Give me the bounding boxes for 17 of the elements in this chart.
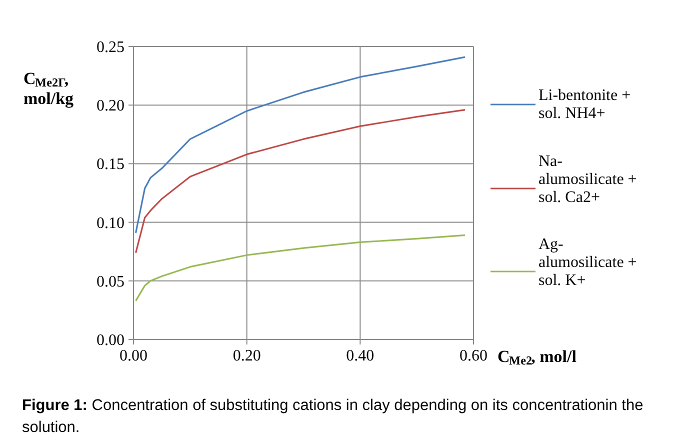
x-tick-label: 0.00 <box>120 348 148 364</box>
line-series <box>134 108 466 254</box>
caption: Figure 1: Concentration of substituting cations in clay depending on its concentrationin the solution. <box>22 396 644 438</box>
legend-label: Ag-alumosilicate + sol. K+ <box>538 236 637 289</box>
legend-label: Na-alumosilicate + sol. Ca2+ <box>538 153 637 206</box>
x-tick-label: 0.40 <box>346 348 374 364</box>
x-tick-label: 0.20 <box>232 348 261 364</box>
x-tick-label: 0.60 <box>460 348 488 364</box>
y-tick-label: 0.25 <box>96 39 124 56</box>
legend-label: Li-bentonite + sol. NH4+ <box>538 87 631 122</box>
y-tick-label: 0.00 <box>96 332 124 349</box>
y-tick-label: 0.05 <box>96 273 124 290</box>
y-tick-label: 0.10 <box>96 214 124 232</box>
y-tick-label: 0.20 <box>96 98 124 115</box>
line-series <box>134 56 466 234</box>
line-series <box>134 234 466 302</box>
y-tick-label: 0.15 <box>96 156 124 174</box>
